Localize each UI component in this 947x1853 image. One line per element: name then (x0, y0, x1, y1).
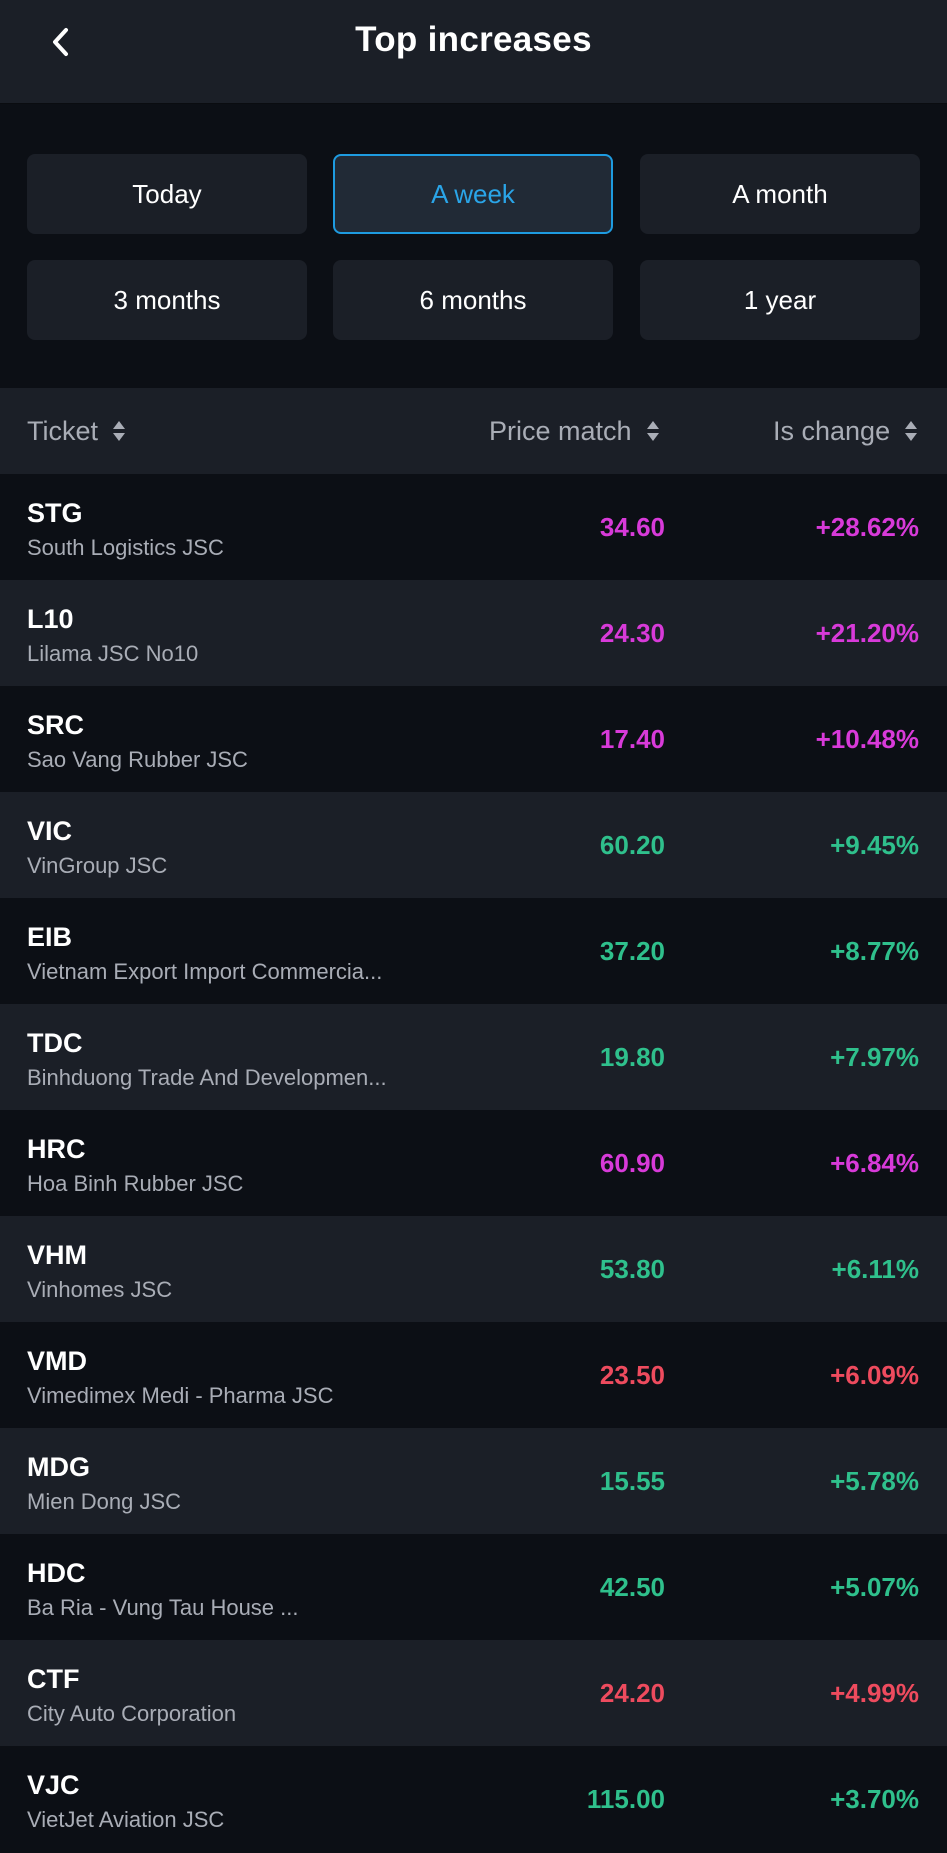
sort-updown-icon (646, 421, 659, 441)
filter-3-months-button[interactable]: 3 months (27, 260, 307, 340)
table-header: Ticket Price match Is change (0, 388, 947, 474)
change-percent-value: +6.11% (831, 1253, 919, 1284)
stock-row[interactable]: HDC Ba Ria - Vung Tau House ... 42.50 +5… (0, 1534, 947, 1640)
change-percent-value: +10.48% (815, 723, 919, 754)
stock-ticker: TDC (27, 1028, 83, 1058)
price-match-column-label: Price match (489, 415, 632, 446)
sort-updown-icon (113, 421, 126, 441)
price-match-value: 15.55 (599, 1465, 665, 1496)
company-name: VietJet Aviation JSC (27, 1807, 225, 1832)
sort-is-change-header[interactable]: Is change (773, 388, 918, 474)
stock-row[interactable]: SRC Sao Vang Rubber JSC 17.40 +10.48% (0, 686, 947, 792)
company-name: South Logistics JSC (27, 535, 224, 560)
company-name: City Auto Corporation (27, 1701, 237, 1726)
price-match-value: 19.80 (599, 1041, 665, 1072)
sort-ticket-header[interactable]: Ticket (27, 388, 126, 474)
stock-row[interactable]: CTF City Auto Corporation 24.20 +4.99% (0, 1640, 947, 1746)
chevron-left-icon (53, 28, 68, 56)
stock-row[interactable]: STG South Logistics JSC 34.60 +28.62% (0, 474, 947, 580)
filter-week-button[interactable]: A week (333, 154, 613, 234)
company-name: Hoa Binh Rubber JSC (27, 1171, 244, 1196)
change-percent-value: +21.20% (815, 617, 919, 648)
price-match-value: 24.20 (599, 1677, 665, 1708)
page-title: Top increases (355, 20, 592, 59)
company-name: Vietnam Export Import Commercia... (27, 959, 383, 984)
stock-row[interactable]: VMD Vimedimex Medi - Pharma JSC 23.50 +6… (0, 1322, 947, 1428)
back-button[interactable] (38, 18, 82, 66)
stock-row[interactable]: VJC VietJet Aviation JSC 115.00 +3.70% (0, 1746, 947, 1852)
stock-ticker: VJC (27, 1770, 80, 1800)
change-percent-value: +6.84% (830, 1147, 919, 1178)
stock-ticker: MDG (27, 1452, 90, 1482)
company-name: Lilama JSC No10 (27, 641, 199, 666)
price-match-value: 24.30 (599, 617, 665, 648)
price-match-value: 23.50 (599, 1359, 665, 1390)
stock-row[interactable]: L10 Lilama JSC No10 24.30 +21.20% (0, 580, 947, 686)
stock-ticker: L10 (27, 604, 74, 634)
app-header: Top increases (0, 0, 947, 104)
period-filter-group: Today A week A month 3 months 6 months 1… (0, 104, 947, 388)
price-match-value: 42.50 (599, 1571, 665, 1602)
stock-ticker: VMD (27, 1346, 87, 1376)
price-match-value: 37.20 (599, 935, 665, 966)
filter-6-months-button[interactable]: 6 months (333, 260, 613, 340)
company-name: Sao Vang Rubber JSC (27, 747, 248, 772)
company-name: Ba Ria - Vung Tau House ... (27, 1595, 299, 1620)
change-percent-value: +6.09% (830, 1359, 919, 1390)
company-name: Vinhomes JSC (27, 1277, 173, 1302)
filter-today-button[interactable]: Today (27, 154, 307, 234)
change-percent-value: +4.99% (830, 1677, 919, 1708)
price-match-value: 34.60 (599, 511, 665, 542)
company-name: VinGroup JSC (27, 853, 168, 878)
company-name: Vimedimex Medi - Pharma JSC (27, 1383, 334, 1408)
stock-ticker: CTF (27, 1664, 80, 1694)
stock-ticker: VIC (27, 816, 73, 846)
filter-month-button[interactable]: A month (640, 154, 920, 234)
change-percent-value: +28.62% (815, 511, 919, 542)
stock-ticker: STG (27, 498, 83, 528)
stock-list: STG South Logistics JSC 34.60 +28.62% L1… (0, 474, 947, 1852)
filter-1-year-button[interactable]: 1 year (640, 260, 920, 340)
price-match-value: 60.90 (599, 1147, 665, 1178)
stock-row[interactable]: VHM Vinhomes JSC 53.80 +6.11% (0, 1216, 947, 1322)
change-percent-value: +3.70% (830, 1783, 919, 1814)
ticket-column-label: Ticket (27, 415, 99, 446)
price-match-value: 60.20 (599, 829, 665, 860)
price-match-value: 53.80 (599, 1253, 665, 1284)
stock-ticker: VHM (27, 1240, 87, 1270)
stock-ticker: SRC (27, 710, 85, 740)
stock-ticker: EIB (27, 922, 73, 952)
change-percent-value: +7.97% (830, 1041, 919, 1072)
price-match-value: 17.40 (599, 723, 665, 754)
stock-row[interactable]: TDC Binhduong Trade And Developmen... 19… (0, 1004, 947, 1110)
change-percent-value: +5.78% (830, 1465, 919, 1496)
stock-ticker: HDC (27, 1558, 86, 1588)
company-name: Binhduong Trade And Developmen... (27, 1065, 387, 1090)
price-match-value: 115.00 (586, 1783, 665, 1814)
company-name: Mien Dong JSC (27, 1489, 182, 1514)
change-percent-value: +8.77% (830, 935, 919, 966)
change-percent-value: +9.45% (830, 829, 919, 860)
sort-price-match-header[interactable]: Price match (489, 388, 660, 474)
stock-row[interactable]: EIB Vietnam Export Import Commercia... 3… (0, 898, 947, 1004)
stock-ticker: HRC (27, 1134, 86, 1164)
change-percent-value: +5.07% (830, 1571, 919, 1602)
is-change-column-label: Is change (773, 415, 891, 446)
stock-row[interactable]: MDG Mien Dong JSC 15.55 +5.78% (0, 1428, 947, 1534)
stock-row[interactable]: VIC VinGroup JSC 60.20 +9.45% (0, 792, 947, 898)
sort-updown-icon (905, 421, 918, 441)
stock-row[interactable]: HRC Hoa Binh Rubber JSC 60.90 +6.84% (0, 1110, 947, 1216)
